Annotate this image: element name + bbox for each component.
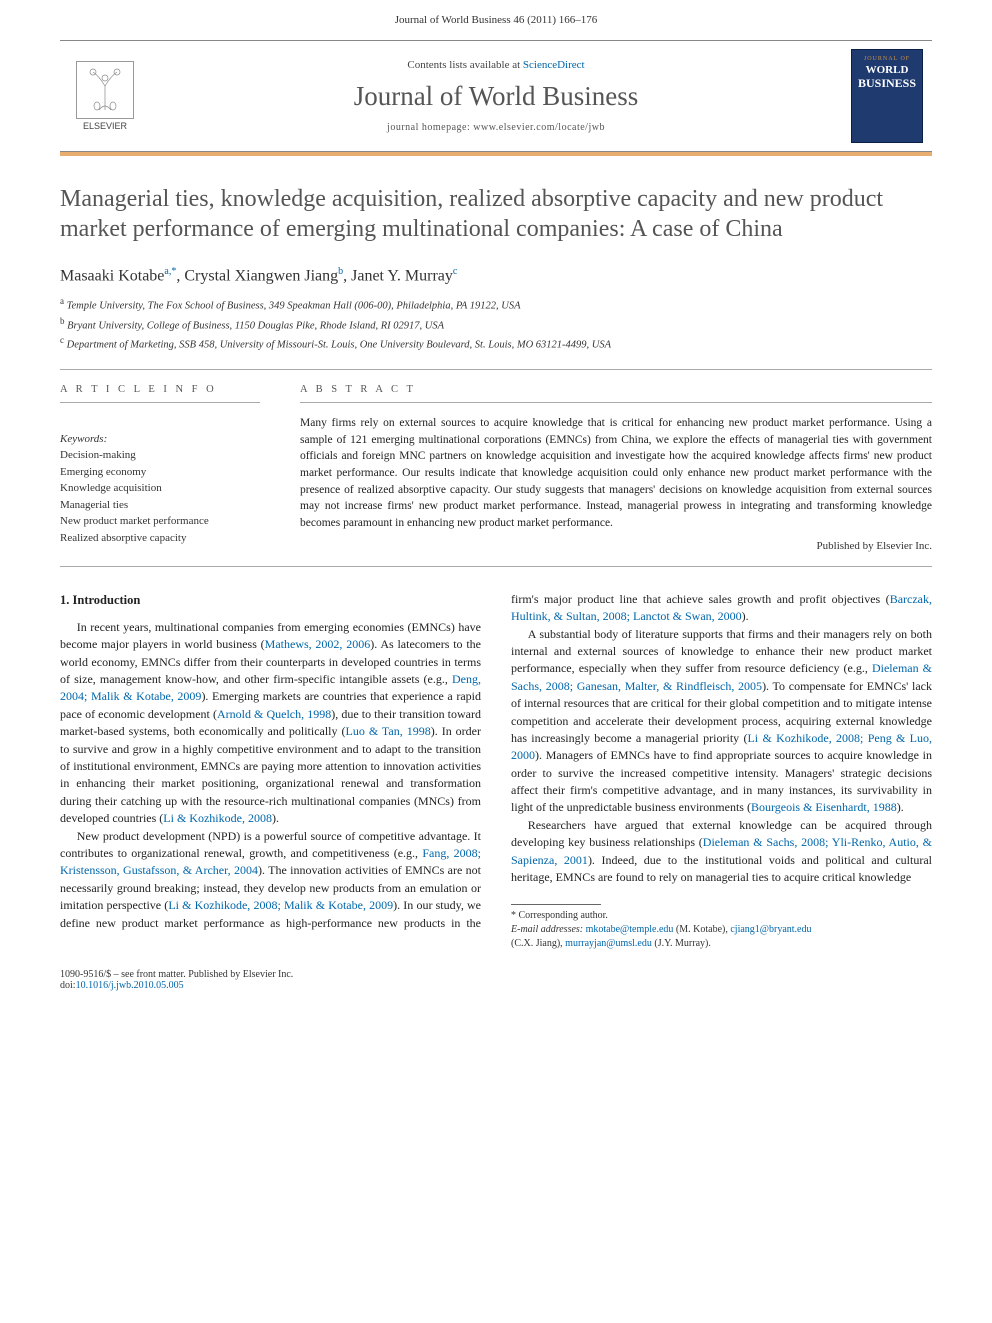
- affiliation-a: a Temple University, The Fox School of B…: [60, 295, 932, 314]
- keyword-item: New product market performance: [60, 513, 260, 530]
- keyword-item: Emerging economy: [60, 464, 260, 481]
- citation-text: Journal of World Business 46 (2011) 166–…: [395, 14, 598, 26]
- cover-line1: JOURNAL OF: [864, 56, 910, 62]
- author-list: Masaaki Kotabea,*, Crystal Xiangwen Jian…: [60, 266, 932, 285]
- email-link[interactable]: murrayjan@umsl.edu: [565, 938, 652, 949]
- publisher-logo-block: ELSEVIER: [60, 61, 150, 131]
- keyword-item: Managerial ties: [60, 497, 260, 514]
- author-2: Crystal Xiangwen Jiang: [184, 267, 338, 284]
- author-1: Masaaki Kotabe: [60, 267, 164, 284]
- citation-link[interactable]: Arnold & Quelch, 1998: [217, 707, 331, 721]
- keyword-item: Realized absorptive capacity: [60, 530, 260, 547]
- affiliations: a Temple University, The Fox School of B…: [60, 295, 932, 353]
- article-info-head: A R T I C L E I N F O: [60, 384, 260, 403]
- footnote-rule: [511, 904, 601, 905]
- journal-banner: ELSEVIER Contents lists available at Sci…: [60, 40, 932, 152]
- citation-link[interactable]: Li & Kozhikode, 2008; Malik & Kotabe, 20…: [168, 898, 393, 912]
- keywords-list: Decision-making Emerging economy Knowled…: [60, 447, 260, 546]
- author-1-sup: a,*: [164, 266, 176, 277]
- body-paragraph: In recent years, multinational companies…: [60, 619, 481, 828]
- abstract-head: A B S T R A C T: [300, 384, 932, 403]
- abstract-body: Many firms rely on external sources to a…: [300, 415, 932, 532]
- body-paragraph: A substantial body of literature support…: [511, 626, 932, 817]
- journal-cover-image: JOURNAL OF WORLD BUSINESS: [851, 49, 923, 143]
- affiliation-c: c Department of Marketing, SSB 458, Univ…: [60, 334, 932, 353]
- publisher-name: ELSEVIER: [83, 121, 127, 131]
- citation-link[interactable]: Mathews, 2002, 2006: [265, 637, 371, 651]
- footer-left: 1090-9516/$ – see front matter. Publishe…: [60, 969, 293, 991]
- running-header: Journal of World Business 46 (2011) 166–…: [0, 0, 992, 34]
- keywords-head: Keywords:: [60, 433, 260, 445]
- abstract-column: A B S T R A C T Many firms rely on exter…: [280, 370, 932, 566]
- citation-link[interactable]: Li & Kozhikode, 2008: [163, 811, 272, 825]
- article-title: Managerial ties, knowledge acquisition, …: [60, 184, 932, 244]
- elsevier-tree-icon: [76, 61, 134, 119]
- citation-link[interactable]: Bourgeois & Eisenhardt, 1988: [751, 800, 897, 814]
- affiliation-b: b Bryant University, College of Business…: [60, 315, 932, 334]
- keyword-item: Decision-making: [60, 447, 260, 464]
- body-two-column: 1. Introduction In recent years, multina…: [60, 591, 932, 952]
- contents-line: Contents lists available at ScienceDirec…: [150, 59, 842, 71]
- article-front-matter: Managerial ties, knowledge acquisition, …: [0, 156, 992, 961]
- journal-name: Journal of World Business: [150, 81, 842, 112]
- cover-line3: BUSINESS: [858, 76, 916, 91]
- article-info-column: A R T I C L E I N F O Keywords: Decision…: [60, 370, 280, 566]
- body-paragraph: Researchers have argued that external kn…: [511, 817, 932, 887]
- email-link[interactable]: cjiang1@bryant.edu: [730, 924, 811, 935]
- contents-prefix: Contents lists available at: [407, 59, 522, 71]
- section-1-heading: 1. Introduction: [60, 591, 481, 609]
- cover-line2: WORLD: [866, 64, 909, 76]
- email-addresses: E-mail addresses: mkotabe@temple.edu (M.…: [511, 923, 932, 951]
- doi-line: doi:10.1016/j.jwb.2010.05.005: [60, 980, 293, 991]
- corresponding-author: * Corresponding author.: [511, 909, 932, 923]
- homepage-url: www.elsevier.com/locate/jwb: [473, 122, 605, 133]
- banner-center: Contents lists available at ScienceDirec…: [150, 55, 842, 137]
- author-3: Janet Y. Murray: [351, 267, 453, 284]
- article-meta-row: A R T I C L E I N F O Keywords: Decision…: [60, 369, 932, 567]
- journal-homepage: journal homepage: www.elsevier.com/locat…: [150, 122, 842, 133]
- page-footer: 1090-9516/$ – see front matter. Publishe…: [0, 961, 992, 1011]
- author-2-sup: b: [338, 266, 343, 277]
- sciencedirect-link[interactable]: ScienceDirect: [523, 59, 585, 71]
- copyright-line: 1090-9516/$ – see front matter. Publishe…: [60, 969, 293, 980]
- email-link[interactable]: mkotabe@temple.edu: [586, 924, 674, 935]
- journal-cover-thumb: JOURNAL OF WORLD BUSINESS: [842, 49, 932, 143]
- doi-link[interactable]: 10.1016/j.jwb.2010.05.005: [76, 980, 184, 991]
- author-3-sup: c: [453, 266, 457, 277]
- abstract-publisher: Published by Elsevier Inc.: [300, 540, 932, 552]
- footnotes: * Corresponding author. E-mail addresses…: [511, 909, 932, 951]
- citation-link[interactable]: Luo & Tan, 1998: [346, 724, 431, 738]
- homepage-prefix: journal homepage:: [387, 122, 473, 133]
- keyword-item: Knowledge acquisition: [60, 480, 260, 497]
